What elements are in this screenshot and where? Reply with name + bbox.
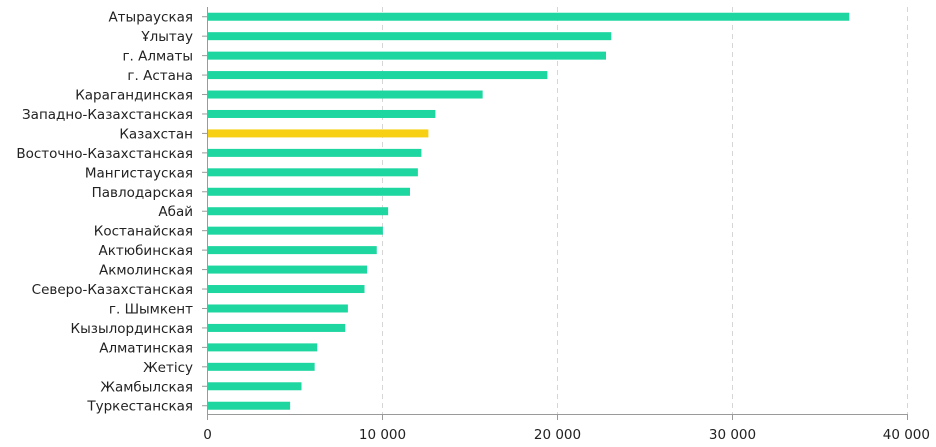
- bar-9: [207, 187, 410, 196]
- x-tick-label-0: 0: [203, 427, 212, 443]
- category-labels: Атырауская Ұлытау г. Алматы г. Астана Карага…: [16, 10, 193, 415]
- category-label-12: Актюбинская: [98, 243, 193, 259]
- category-label-18: Жетісу: [143, 360, 193, 376]
- bar-8: [207, 168, 418, 177]
- bar-13: [207, 265, 368, 274]
- category-label-3: г. Астана: [127, 68, 193, 84]
- grid-layer: [382, 7, 908, 414]
- bars-layer: [207, 12, 850, 410]
- category-label-16: Кызылординская: [71, 321, 193, 337]
- category-label-5: Западно-Казахстанская: [22, 107, 193, 123]
- bar-17: [207, 343, 318, 352]
- category-label-17: Алматинская: [99, 340, 193, 356]
- bar-5: [207, 109, 436, 118]
- category-label-6: Казахстан: [119, 126, 193, 142]
- category-label-10: Абай: [158, 204, 193, 220]
- category-label-9: Павлодарская: [92, 185, 193, 201]
- bar-20: [207, 401, 291, 410]
- category-label-15: г. Шымкент: [109, 301, 193, 317]
- bar-12: [207, 246, 377, 255]
- bar-14: [207, 285, 365, 294]
- x-tick-label-4: 40 000: [883, 427, 930, 443]
- bar-4: [207, 90, 483, 99]
- category-label-1: Ұлытау: [140, 29, 193, 45]
- bar-7: [207, 148, 422, 157]
- bar-16: [207, 323, 346, 332]
- x-axis: 0 10 000 20 000 30 000 40 000: [202, 7, 930, 443]
- bar-15: [207, 304, 348, 313]
- category-label-20: Туркестанская: [86, 399, 193, 415]
- category-label-11: Костанайская: [94, 224, 193, 240]
- bar-3: [207, 71, 548, 80]
- bar-10: [207, 207, 389, 216]
- bar-19: [207, 382, 302, 391]
- bar-6: [207, 129, 429, 138]
- bar-2: [207, 51, 606, 60]
- category-label-2: г. Алматы: [122, 49, 193, 65]
- bar-0: [207, 12, 850, 21]
- category-label-4: Карагандинская: [75, 88, 193, 104]
- category-label-8: Мангистауская: [85, 165, 193, 181]
- category-label-7: Восточно-Казахстанская: [16, 146, 193, 162]
- category-label-14: Северо-Казахстанская: [32, 282, 193, 298]
- category-label-19: Жамбылская: [100, 379, 193, 395]
- category-label-13: Акмолинская: [99, 263, 193, 279]
- x-tick-label-3: 30 000: [709, 427, 756, 443]
- bar-18: [207, 362, 315, 371]
- bar-1: [207, 32, 612, 41]
- category-label-0: Атырауская: [108, 10, 193, 26]
- bar-11: [207, 226, 383, 235]
- x-tick-label-1: 10 000: [359, 427, 406, 443]
- x-tick-label-2: 20 000: [534, 427, 581, 443]
